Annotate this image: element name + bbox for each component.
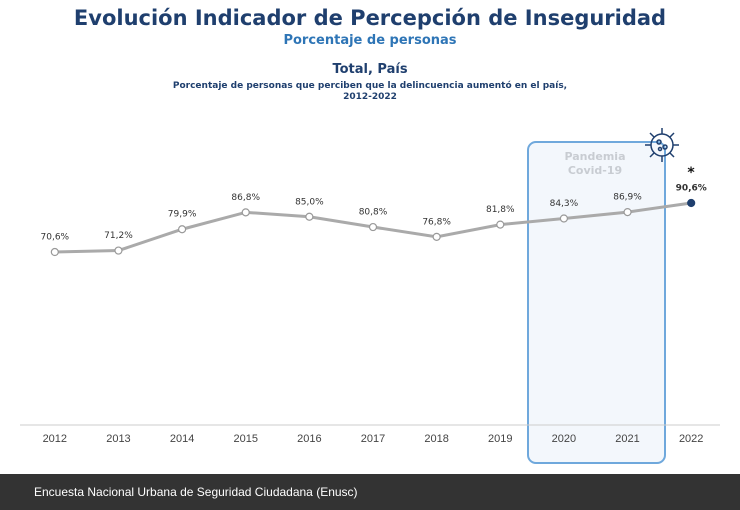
data-label: 76,8% (422, 217, 451, 227)
data-label: 86,9% (613, 193, 642, 203)
point (432, 232, 441, 241)
x-tick-label: 2016 (297, 433, 321, 445)
x-tick-label: 2012 (43, 433, 67, 445)
point (368, 222, 378, 232)
point (496, 220, 505, 229)
title: Evolución Indicador de Percepción de Ins… (73, 6, 667, 30)
annotation: * (687, 165, 695, 181)
data-label: 71,2% (104, 231, 133, 241)
point (177, 225, 187, 234)
point (623, 207, 632, 217)
data-label: 84,3% (550, 199, 579, 209)
data-label: 79,9% (168, 210, 197, 220)
subtitle: Porcentaje de personas (283, 33, 457, 48)
data-label: 70,6% (41, 233, 70, 243)
point (559, 214, 569, 223)
point (305, 212, 314, 221)
footer-bar (0, 474, 740, 510)
x-tick-label: 2014 (170, 433, 194, 445)
x-tick-label: 2019 (488, 433, 512, 445)
x-tick-label: 2015 (233, 433, 257, 445)
point (241, 208, 250, 217)
virus-icon (645, 128, 679, 162)
x-tick-label: 2013 (106, 433, 130, 445)
annotation: Pandemia (564, 150, 625, 163)
point (687, 198, 696, 208)
data-label: 85,0% (295, 197, 324, 207)
data-label: 80,8% (359, 208, 388, 218)
data-label: 86,8% (231, 193, 260, 203)
annotation: Covid-19 (568, 164, 622, 177)
x-tick-label: 2022 (679, 433, 703, 445)
highlight-box (527, 141, 666, 464)
footer: Encuesta Nacional Urbana de Seguridad Ci… (34, 485, 358, 499)
x-tick-label: 2018 (424, 433, 448, 445)
chart-title: Total, País (332, 62, 408, 77)
point (114, 246, 123, 255)
x-tick-label: 2021 (615, 433, 639, 445)
description: Porcentaje de personas que perciben que … (172, 81, 568, 91)
data-label: 81,8% (486, 205, 515, 215)
data-label: 90,6% (676, 184, 707, 194)
description: 2012-2022 (343, 92, 397, 102)
x-tick-label: 2020 (552, 433, 576, 445)
x-tick-label: 2017 (361, 433, 385, 445)
point (50, 247, 59, 257)
